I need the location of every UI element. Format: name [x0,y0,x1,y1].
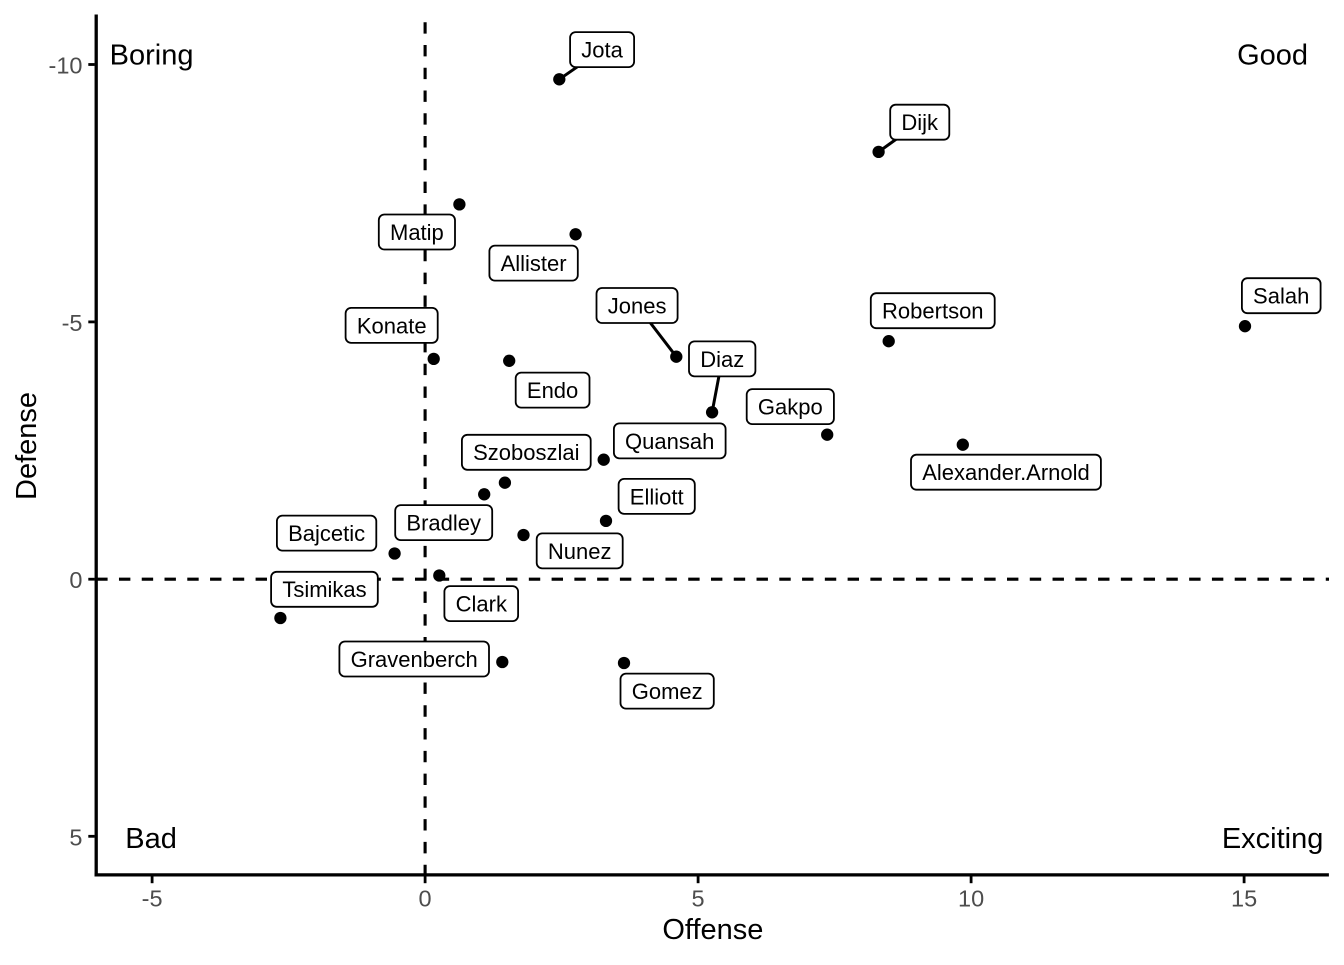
svg-text:5: 5 [692,885,705,911]
svg-text:Bradley: Bradley [406,511,481,536]
svg-text:Clark: Clark [456,592,508,617]
svg-text:Gakpo: Gakpo [758,395,823,420]
svg-text:Allister: Allister [501,251,567,276]
svg-text:Nunez: Nunez [548,539,612,564]
svg-text:Quansah: Quansah [625,429,714,454]
svg-text:Bad: Bad [125,823,177,855]
svg-text:Salah: Salah [1253,284,1309,309]
svg-text:Elliott: Elliott [630,484,684,509]
svg-text:Robertson: Robertson [882,299,984,324]
svg-text:Diaz: Diaz [700,347,744,372]
svg-text:Tsimikas: Tsimikas [282,577,366,602]
svg-text:-5: -5 [142,885,163,911]
svg-text:Matip: Matip [390,220,444,245]
svg-text:Boring: Boring [110,40,194,72]
svg-text:Good: Good [1237,40,1308,72]
svg-text:Konate: Konate [357,313,427,338]
svg-text:Bajcetic: Bajcetic [288,521,365,546]
svg-text:0: 0 [419,885,432,911]
svg-text:Alexander.Arnold: Alexander.Arnold [922,460,1090,485]
svg-text:Jones: Jones [608,293,667,318]
svg-text:Endo: Endo [527,378,578,403]
svg-text:-10: -10 [49,53,83,79]
svg-text:5: 5 [69,824,82,850]
svg-text:0: 0 [69,567,82,593]
svg-text:Dijk: Dijk [901,110,939,135]
svg-text:Szoboszlai: Szoboszlai [473,440,579,465]
svg-text:Gravenberch: Gravenberch [351,647,478,672]
svg-text:10: 10 [958,885,984,911]
svg-text:Jota: Jota [581,38,623,63]
svg-text:Defense: Defense [11,392,43,500]
svg-text:Gomez: Gomez [632,679,703,704]
svg-text:Offense: Offense [662,914,763,946]
svg-text:-5: -5 [62,310,83,336]
svg-text:15: 15 [1231,885,1257,911]
svg-text:Exciting: Exciting [1222,823,1324,855]
